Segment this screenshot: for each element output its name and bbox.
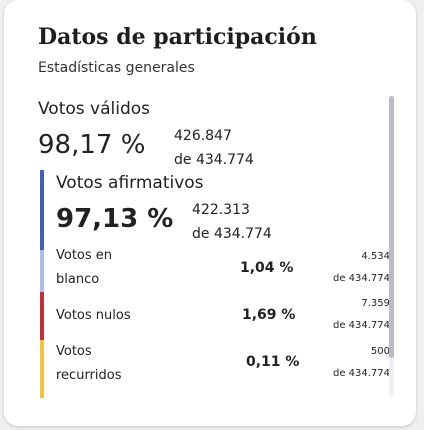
contested-votes-count: 500 de 434.774 (333, 341, 390, 385)
contested-color-bar (40, 340, 44, 398)
affirmative-color-bar (40, 170, 44, 250)
valid-votes-total: de 434.774 (174, 152, 254, 168)
card-title: Datos de participación (38, 24, 317, 50)
contested-votes-label: Votos recurridos (56, 340, 146, 388)
valid-votes-label: Votos válidos (38, 99, 151, 119)
vertical-scrollbar[interactable] (389, 96, 394, 396)
contested-votes-total: de 434.774 (332, 368, 390, 379)
valid-votes-number: 426.847 (174, 128, 232, 144)
affirmative-votes-number: 422.313 (192, 202, 250, 218)
affirmative-votes-total: de 434.774 (192, 226, 272, 242)
contested-votes-number: 500 (370, 346, 390, 357)
affirmative-votes-label: Votos afirmativos (56, 173, 204, 193)
contested-votes-label-line2: recurridos (56, 368, 122, 383)
contested-votes-percent: 0,11 % (246, 354, 300, 370)
null-votes-total: de 434.774 (332, 320, 390, 331)
blank-votes-total: de 434.774 (332, 273, 390, 284)
participation-card: Datos de participación Estadísticas gene… (4, 0, 416, 426)
stats-scroll-area[interactable]: Votos válidos 98,17 % 426.847 de 434.774… (34, 92, 392, 398)
contested-votes-label-line1: Votos (56, 344, 92, 359)
scrollbar-thumb[interactable] (389, 96, 394, 358)
blank-votes-label: Votos en blanco (56, 244, 146, 292)
null-votes-number: 7.359 (361, 298, 390, 309)
valid-votes-percent: 98,17 % (38, 130, 146, 160)
blank-votes-label-line2: blanco (56, 272, 100, 287)
affirmative-votes-percent: 97,13 % (56, 204, 174, 234)
blank-votes-label-line1: Votos en (56, 248, 113, 263)
null-color-bar (40, 292, 44, 340)
null-votes-label: Votos nulos (56, 304, 146, 328)
null-votes-label-line1: Votos nulos (56, 308, 131, 323)
blank-color-bar (40, 250, 44, 292)
null-votes-count: 7.359 de 434.774 (333, 293, 390, 337)
card-subtitle: Estadísticas generales (38, 60, 195, 76)
blank-votes-number: 4.534 (361, 251, 390, 262)
affirmative-votes-count: 422.313 de 434.774 (192, 198, 272, 246)
null-votes-percent: 1,69 % (242, 307, 296, 323)
blank-votes-percent: 1,04 % (240, 260, 294, 276)
valid-votes-count: 426.847 de 434.774 (174, 124, 254, 172)
blank-votes-count: 4.534 de 434.774 (333, 246, 390, 290)
